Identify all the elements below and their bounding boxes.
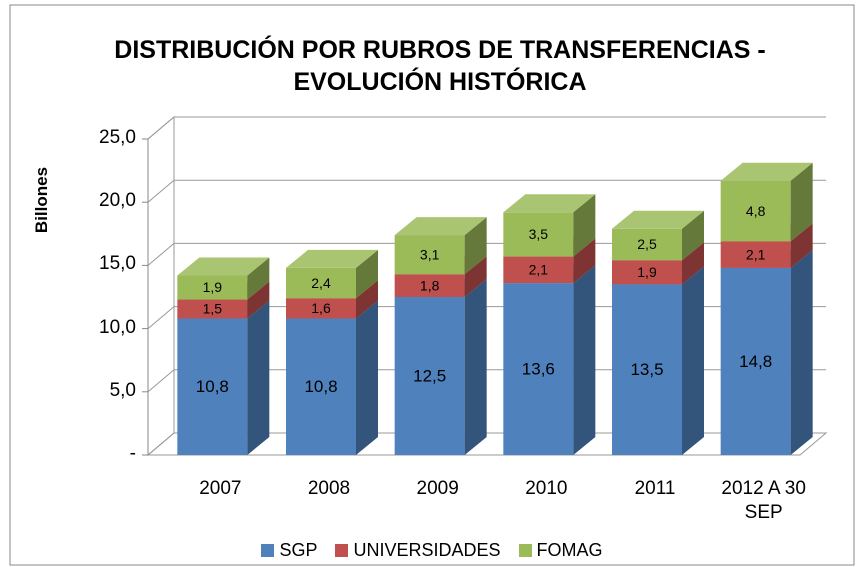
bar-front (612, 260, 682, 285)
bar-side (573, 194, 596, 257)
data-label: 2,1 (746, 246, 766, 262)
data-label: 10,8 (304, 377, 337, 396)
bar-front (177, 318, 248, 455)
data-label: 12,5 (413, 366, 446, 385)
x-tick-label: 2011 (634, 478, 676, 499)
data-label: 1,8 (420, 277, 440, 293)
legend-item: UNIVERSIDADES (335, 540, 501, 561)
legend: SGP UNIVERSIDADES FOMAG (0, 540, 864, 561)
bar-top (286, 249, 378, 268)
data-label: 3,1 (420, 246, 440, 262)
data-label: 1,9 (203, 279, 223, 295)
bar-front (720, 241, 791, 268)
bar-side (247, 257, 270, 300)
bar-front (177, 275, 248, 300)
bar-front (394, 274, 465, 297)
grid-line-wall (147, 369, 175, 393)
chart-title: DISTRIBUCIÓN POR RUBROS DE TRANSFERENCIA… (114, 36, 766, 96)
bar-front (503, 283, 574, 455)
bar-top (612, 210, 704, 229)
data-label: 1,5 (203, 301, 223, 317)
data-label: 1,9 (637, 264, 657, 280)
y-tick-label: 15,0 (99, 253, 136, 275)
side-wall (147, 115, 175, 457)
legend-label: UNIVERSIDADES (353, 540, 501, 560)
bar-side (682, 266, 704, 455)
bar-front (612, 228, 682, 261)
bar-front (177, 299, 248, 319)
legend-swatch (261, 544, 275, 557)
bar-side (790, 223, 813, 268)
grid-line-wall (147, 243, 175, 266)
bar-side (464, 217, 487, 275)
data-label: 1,6 (311, 300, 331, 316)
legend-item: FOMAG (518, 540, 603, 561)
bar-front (394, 297, 465, 455)
legend-swatch (335, 544, 349, 557)
bar-side (790, 162, 813, 242)
x-tick-label: 2010 (525, 478, 568, 499)
bar-side (356, 249, 378, 299)
bar-side (247, 300, 270, 455)
y-axis-label: Billones (32, 166, 51, 234)
data-label: 14,8 (739, 352, 772, 371)
bar-front (286, 318, 356, 455)
grid-line-wall (147, 432, 175, 456)
bar-top (177, 257, 270, 276)
bar-side (464, 279, 487, 455)
bar-side (464, 256, 487, 297)
data-label: 2,1 (529, 262, 549, 278)
data-label: 3,5 (529, 226, 549, 242)
legend-item: SGP (261, 540, 317, 561)
data-label: 2,5 (637, 236, 657, 252)
bar-side (682, 242, 704, 285)
data-label: 13,5 (630, 360, 663, 379)
x-tick-label: 2012 A 30 SEP (721, 478, 806, 523)
grid-line-wall (147, 306, 175, 329)
x-tick-label: 2007 (199, 478, 242, 499)
y-tick-label: 20,0 (99, 190, 136, 212)
y-tick-label: 5,0 (109, 379, 136, 401)
bar-side (247, 281, 270, 319)
bar-side (682, 210, 704, 261)
grid-line-wall (147, 116, 175, 140)
bar-front (720, 180, 791, 242)
bar-side (790, 249, 813, 455)
data-label: 2,4 (311, 275, 331, 291)
bar-front (503, 212, 574, 257)
x-tick-label: 2009 (416, 478, 459, 499)
bar-side (356, 300, 378, 455)
bar-top (394, 217, 487, 236)
bar-front (286, 298, 356, 319)
data-label: 4,8 (746, 203, 766, 219)
data-label: 10,8 (196, 377, 229, 396)
bar-side (573, 238, 596, 284)
bar-front (720, 267, 791, 455)
bar-side (356, 280, 378, 319)
y-tick-label: - (129, 443, 136, 464)
bar-side (573, 265, 596, 455)
bar-front (286, 267, 356, 299)
y-tick-label: 10,0 (99, 316, 136, 338)
y-tick-label: 25,0 (99, 127, 136, 148)
bar-front (394, 235, 465, 275)
bar-top (503, 194, 596, 213)
data-label: 13,6 (522, 360, 555, 379)
legend-swatch (518, 544, 532, 557)
legend-label: SGP (279, 540, 318, 560)
bar-front (612, 284, 682, 455)
legend-label: FOMAG (536, 540, 603, 560)
bar-front (503, 256, 574, 284)
bar-top (720, 162, 813, 181)
grid-line-wall (147, 179, 175, 203)
x-tick-label: 2008 (307, 478, 351, 499)
